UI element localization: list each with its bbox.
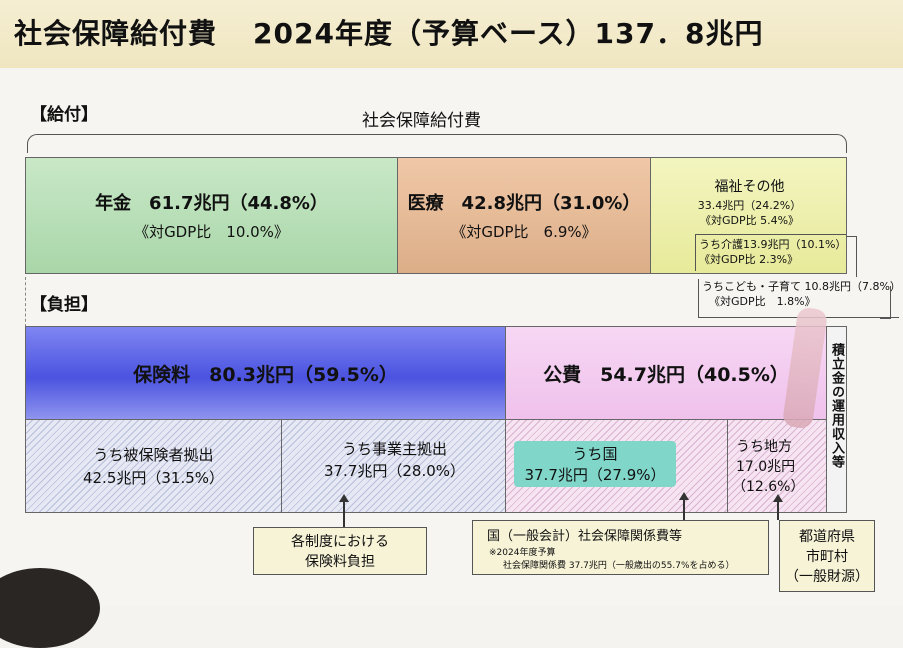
- pension-gdp: 《対GDP比 10.0%》: [134, 223, 289, 241]
- employer-box: うち事業主拠出 37.7兆円（28.0%）: [281, 419, 506, 513]
- national-box: うち国 37.7兆円（27.9%）: [505, 419, 728, 513]
- national-callout-title: 国（一般会計）社会保障関係費等: [487, 529, 683, 544]
- employer-label: うち事業主拠出: [341, 440, 447, 458]
- insurance-box: 保険料 80.3兆円（59.5%）: [25, 326, 506, 420]
- local-callout: 都道府県 市町村 （一般財源）: [779, 520, 875, 592]
- reserve-box: 積立金の運用収入等: [826, 326, 847, 513]
- medical-gdp: 《対GDP比 6.9%》: [451, 223, 597, 241]
- title-bar: [0, 0, 903, 68]
- divider-dashed: [25, 277, 27, 327]
- premium-arrow-head: [339, 494, 349, 502]
- local-value: 17.0兆円: [736, 459, 796, 475]
- welfare-title: 福祉その他: [714, 179, 785, 195]
- premium-callout-line2: 保険料負担: [305, 554, 375, 570]
- title-main: 社会保障給付費: [14, 17, 218, 50]
- burden-label: 【負担】: [30, 295, 98, 315]
- benefits-brace-label: 社会保障給付費: [356, 106, 487, 131]
- welfare-value: 33.4兆円（24.2%）: [697, 199, 802, 212]
- national-arrow-line: [683, 498, 685, 520]
- national-arrow-head: [679, 492, 689, 500]
- child-gdp: 《対GDP比 1.8%》: [709, 295, 816, 308]
- title-sub: 2024年度（予算ベース）137．8兆円: [253, 17, 764, 50]
- local-label: うち地方: [736, 439, 792, 455]
- benefits-brace: [27, 134, 847, 153]
- pension-box: 年金 61.7兆円（44.8%） 《対GDP比 10.0%》: [25, 157, 398, 274]
- insured-box: うち被保険者拠出 42.5兆円（31.5%）: [25, 419, 282, 513]
- medical-box: 医療 42.8兆円（31.0%） 《対GDP比 6.9%》: [397, 157, 651, 274]
- local-arrow-head: [773, 494, 783, 502]
- child-value: うちこども・子育て 10.8兆円（7.8%）: [702, 280, 901, 293]
- insured-value: 42.5兆円（31.5%）: [82, 469, 225, 487]
- insured-label: うち被保険者拠出: [93, 446, 214, 464]
- medical-title: 医療 42.8兆円（31.0%）: [407, 193, 641, 214]
- national-callout-note2: 社会保障関係費 37.7兆円（一般歳出の55.7%を占める）: [503, 561, 735, 571]
- local-callout-line2: 市町村: [806, 549, 848, 565]
- public-title: 公費 54.7兆円（40.5%）: [543, 363, 789, 386]
- care-value: うち介護13.9兆円（10.1%）: [699, 238, 847, 251]
- local-arrow-line: [777, 500, 779, 520]
- national-label: うち国: [572, 445, 618, 463]
- local-callout-line1: 都道府県: [799, 529, 855, 545]
- benefits-label: 【給付】: [30, 105, 98, 125]
- reserve-label: 積立金の運用収入等: [829, 343, 844, 469]
- national-callout-note1: ※2024年度予算: [489, 548, 556, 558]
- local-pct: （12.6%）: [732, 479, 805, 495]
- national-callout: 国（一般会計）社会保障関係費等 ※2024年度予算 社会保障関係費 37.7兆円…: [472, 520, 769, 575]
- premium-callout-line1: 各制度における: [291, 534, 389, 550]
- care-gdp: 《対GDP比 2.3%》: [699, 253, 799, 266]
- welfare-box: 福祉その他 33.4兆円（24.2%） 《対GDP比 5.4%》 うち介護13.…: [650, 157, 847, 274]
- premium-arrow-line: [343, 500, 345, 528]
- care-bracket-right: [846, 236, 857, 277]
- premium-callout: 各制度における 保険料負担: [253, 527, 427, 575]
- page-title: 社会保障給付費 2024年度（予算ベース）137．8兆円: [14, 12, 763, 52]
- pension-title: 年金 61.7兆円（44.8%）: [95, 193, 328, 214]
- child-bracket-right: [880, 286, 891, 319]
- employer-value: 37.7兆円（28.0%）: [323, 462, 466, 480]
- welfare-gdp: 《対GDP比 5.4%》: [699, 214, 800, 227]
- insurance-title: 保険料 80.3兆円（59.5%）: [133, 363, 398, 386]
- public-box: 公費 54.7兆円（40.5%）: [505, 326, 827, 420]
- national-value: 37.7兆円（27.9%）: [524, 466, 666, 484]
- care-bracket: うち介護13.9兆円（10.1%） 《対GDP比 2.3%》: [695, 234, 846, 271]
- national-highlight: うち国 37.7兆円（27.9%）: [514, 441, 676, 487]
- local-callout-line3: （一般財源）: [785, 569, 869, 585]
